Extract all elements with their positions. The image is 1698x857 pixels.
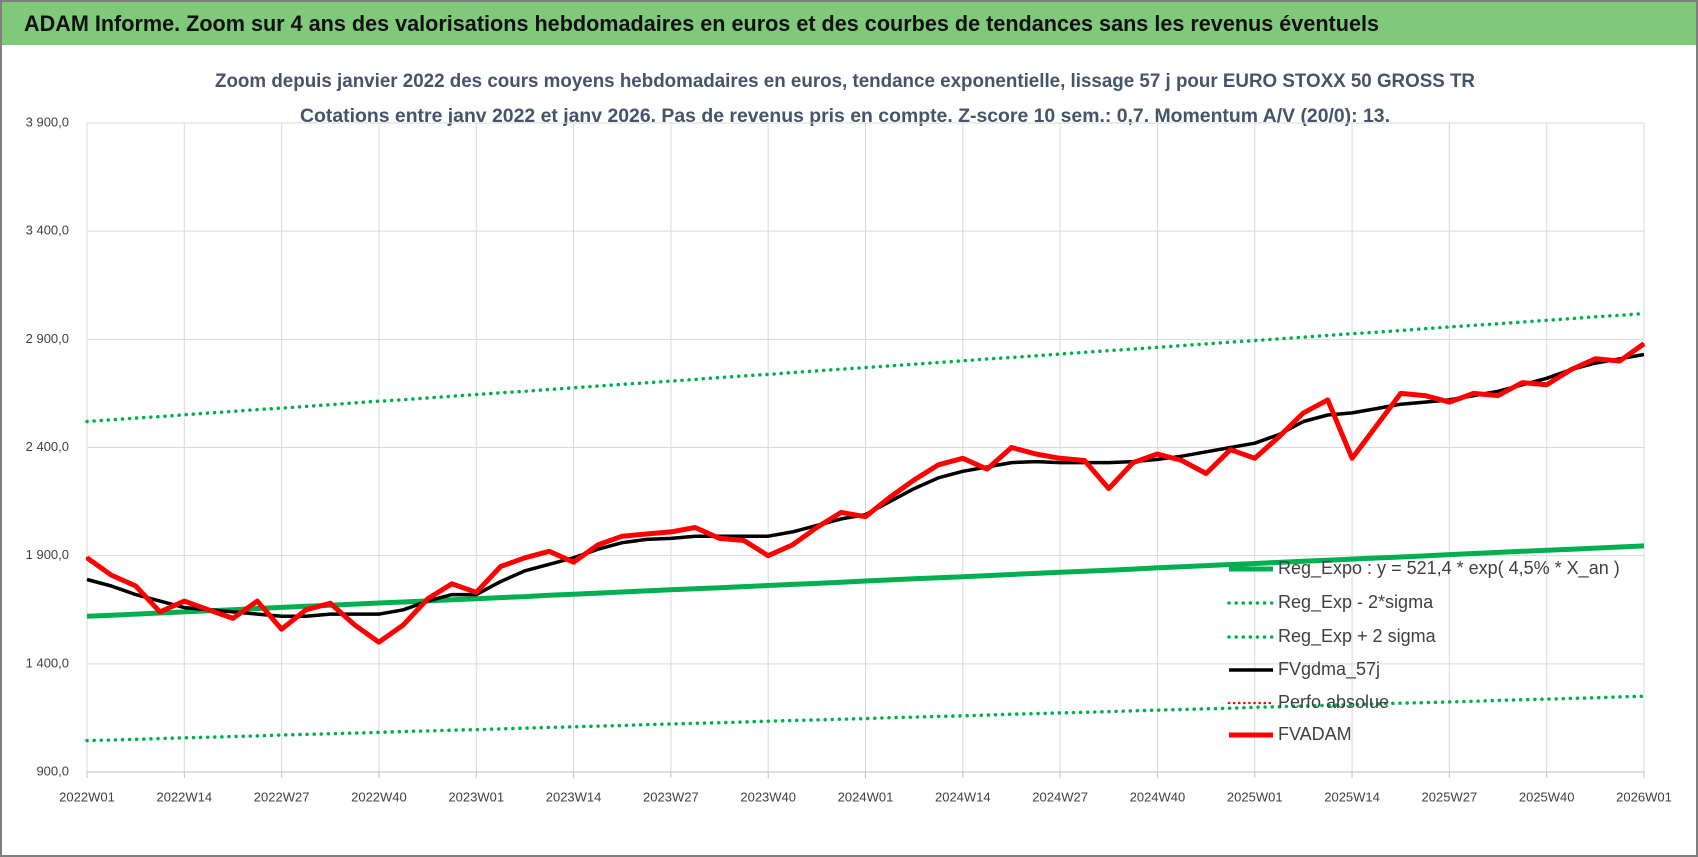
x-tick-label: 2024W27: [1032, 789, 1088, 804]
x-tick-label: 2026W01: [1616, 789, 1672, 804]
x-tick-label: 2025W27: [1422, 789, 1478, 804]
chart-subtitle: Cotations entre janv 2022 et janv 2026. …: [300, 106, 1390, 127]
x-tick-label: 2024W40: [1130, 789, 1186, 804]
series-line: [85, 694, 1646, 743]
x-tick-label: 2025W01: [1227, 789, 1283, 804]
y-tick-label: 2 900,0: [26, 331, 69, 346]
series-line: [85, 311, 1646, 424]
y-tick-label: 1 400,0: [26, 655, 69, 670]
x-tick-label: 2022W14: [156, 789, 212, 804]
x-tick-label: 2025W40: [1519, 789, 1575, 804]
x-tick-label: 2023W40: [740, 789, 796, 804]
header-title: ADAM Informe. Zoom sur 4 ans des valoris…: [24, 11, 1379, 36]
legend-label: Reg_Exp - 2*sigma: [1278, 592, 1434, 613]
legend-label: Perfo absolue: [1278, 692, 1389, 712]
y-tick-label: 1 900,0: [26, 547, 69, 562]
x-tick-label: 2024W01: [838, 789, 894, 804]
legend-label: FVADAM: [1278, 724, 1352, 744]
chart-title: Zoom depuis janvier 2022 des cours moyen…: [215, 71, 1475, 92]
x-tick-label: 2023W01: [448, 789, 504, 804]
y-tick-label: 2 400,0: [26, 439, 69, 454]
series-line: [86, 543, 1645, 619]
y-tick-label: 3 400,0: [26, 223, 69, 238]
x-tick-label: 2025W14: [1324, 789, 1380, 804]
y-tick-label: 3 900,0: [26, 114, 69, 129]
x-tick-label: 2023W27: [643, 789, 699, 804]
x-tick-label: 2024W14: [935, 789, 991, 804]
legend-label: Reg_Expo : y = 521,4 * exp( 4,5% * X_an …: [1278, 558, 1620, 579]
legend-label: Reg_Exp + 2 sigma: [1278, 626, 1437, 647]
x-tick-label: 2022W40: [351, 789, 407, 804]
legend-label: FVgdma_57j: [1278, 659, 1380, 680]
x-tick-label: 2022W27: [254, 789, 310, 804]
x-tick-label: 2022W01: [59, 789, 115, 804]
y-tick-label: 900,0: [36, 763, 69, 778]
x-tick-label: 2023W14: [546, 789, 602, 804]
series-line: [85, 341, 1646, 645]
header-bar: [2, 2, 1696, 45]
